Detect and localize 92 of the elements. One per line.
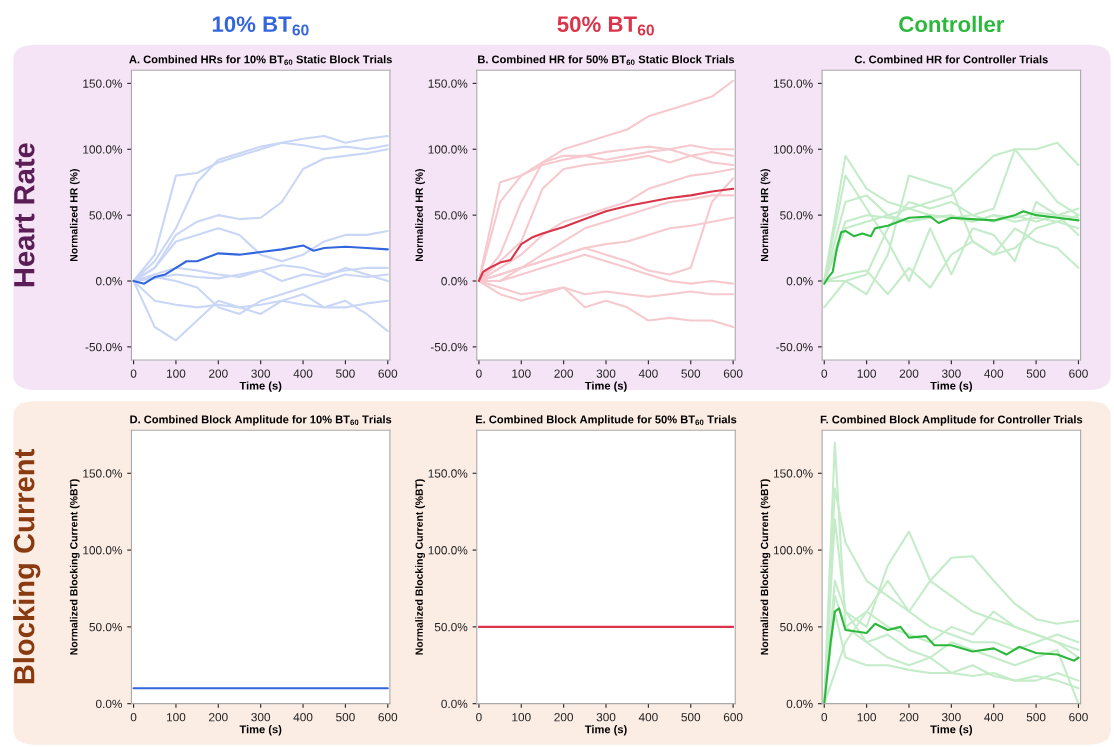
x-tick-label: 300: [596, 369, 616, 378]
y-tick-label: 50.0%: [434, 622, 468, 632]
y-tick-label: 0.0%: [95, 277, 123, 286]
x-tick-label: 200: [209, 713, 228, 722]
x-tick-label: 500: [1026, 369, 1046, 378]
y-tick-label: -50.0%: [776, 342, 813, 352]
y-tick-label: 50.0%: [780, 211, 813, 220]
y-tick-label: 0.0%: [786, 699, 813, 709]
y-tick-label: 50.0%: [780, 622, 813, 632]
x-tick-label: 600: [1069, 369, 1088, 378]
x-tick-label: 300: [251, 713, 271, 722]
x-tick-label: 300: [251, 369, 271, 378]
y-tick-label: 150.0%: [773, 469, 813, 478]
text: Heart Rate: [14, 143, 35, 287]
x-tick-label: 400: [984, 369, 1004, 378]
y-tick-label: 100.0%: [428, 546, 468, 555]
chart-title: E. Combined Block Amplitude for 50% BT$_{60}$ Trials: [475, 415, 737, 426]
x-tick-label: 600: [378, 713, 398, 722]
x-axis-title: Time (s): [584, 725, 627, 736]
y-tick-label: 0.0%: [95, 699, 123, 709]
x-tick-label: 500: [336, 713, 355, 722]
y-tick-label: 100.0%: [773, 546, 813, 555]
y-axis-title: Normalized Blocking Current (%BT): [415, 479, 425, 655]
y-tick-label: -50.0%: [430, 342, 468, 352]
x-tick-label: 0: [130, 369, 137, 378]
y-tick-label: 150.0%: [428, 79, 468, 88]
y-tick-label: 150.0%: [83, 469, 123, 478]
x-tick-label: 300: [941, 713, 961, 722]
y-tick-label: 150.0%: [428, 469, 468, 478]
y-tick-label: -50.0%: [85, 342, 123, 352]
x-axis-title: Time (s): [930, 725, 973, 736]
chart-title: F. Combined Block Amplitude for Controller Trials: [820, 415, 1083, 426]
x-tick-label: 0: [476, 369, 482, 378]
x-tick-label: 100: [166, 369, 186, 378]
y-axis-title: Normalized HR (%): [760, 169, 771, 262]
x-tick-label: 400: [638, 369, 658, 378]
x-axis-title: Time (s): [930, 381, 973, 392]
y-tick-label: 100.0%: [83, 145, 123, 154]
y-tick-label: 0.0%: [441, 699, 468, 709]
y-tick-label: 150.0%: [83, 79, 123, 88]
y-tick-label: 100.0%: [428, 145, 468, 154]
x-tick-label: 100: [512, 369, 531, 378]
x-tick-label: 400: [638, 713, 658, 722]
x-tick-label: 200: [554, 369, 574, 378]
x-tick-label: 0: [821, 713, 828, 722]
x-tick-label: 600: [723, 713, 743, 722]
x-tick-label: 200: [554, 713, 574, 722]
x-axis-title: Time (s): [584, 381, 627, 392]
x-tick-label: 100: [857, 369, 877, 378]
text: Controller: [899, 15, 1005, 33]
chart-title: C. Combined HR for Controller Trials: [854, 55, 1048, 64]
chart-title: D. Combined Block Amplitude for 10% BT$_{60}$ Trials: [130, 415, 392, 426]
x-tick-label: 100: [166, 713, 186, 722]
y-tick-label: 0.0%: [786, 277, 813, 286]
text: Blocking Current: [13, 449, 41, 684]
x-tick-label: 500: [336, 369, 355, 378]
y-tick-label: 150.0%: [773, 79, 813, 88]
text: 50% BT$_{60}$: [557, 16, 654, 36]
x-tick-label: 300: [941, 369, 961, 378]
y-tick-label: 0.0%: [441, 277, 468, 286]
x-tick-label: 500: [1026, 713, 1046, 722]
x-tick-label: 400: [293, 713, 313, 722]
x-tick-label: 0: [130, 713, 137, 722]
x-tick-label: 0: [821, 369, 828, 378]
x-tick-label: 500: [681, 713, 701, 722]
x-axis-title: Time (s): [239, 725, 282, 736]
y-axis-title: Normalized HR (%): [415, 169, 425, 262]
y-axis-title: Normalized HR (%): [69, 169, 80, 262]
x-tick-label: 600: [378, 369, 398, 378]
y-tick-label: 100.0%: [83, 546, 123, 555]
x-tick-label: 400: [984, 713, 1004, 722]
x-tick-label: 500: [681, 369, 701, 378]
text: 10% BT$_{60}$: [212, 16, 309, 36]
x-tick-label: 600: [1069, 713, 1088, 722]
y-tick-label: 100.0%: [773, 145, 813, 154]
y-axis-title: Normalized Blocking Current (%BT): [69, 479, 80, 655]
y-tick-label: 50.0%: [89, 622, 123, 632]
y-axis-title: Normalized Blocking Current (%BT): [760, 479, 771, 655]
chart-title: A. Combined HRs for 10% BT$_{60}$ Static Block Trials: [129, 55, 392, 66]
x-tick-label: 300: [596, 713, 616, 722]
x-tick-label: 0: [476, 713, 482, 722]
x-tick-label: 200: [209, 369, 228, 378]
x-tick-label: 100: [512, 713, 531, 722]
y-tick-label: 50.0%: [89, 211, 123, 220]
x-tick-label: 600: [723, 369, 743, 378]
chart-title: B. Combined HR for 50% BT$_{60}$ Static Block Trials: [478, 55, 735, 66]
x-tick-label: 200: [899, 369, 919, 378]
x-axis-title: Time (s): [239, 381, 282, 392]
x-tick-label: 400: [293, 369, 313, 378]
y-tick-label: 50.0%: [434, 211, 468, 220]
x-tick-label: 100: [857, 713, 877, 722]
x-tick-label: 200: [899, 713, 919, 722]
